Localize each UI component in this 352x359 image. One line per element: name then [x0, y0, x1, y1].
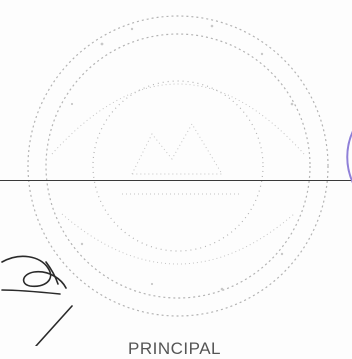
signature-rule-line: [0, 180, 352, 181]
stamp-arc: [346, 130, 352, 184]
seal-watermark: [27, 15, 329, 317]
signature: [1, 255, 73, 346]
designation-label: PRINCIPAL: [128, 339, 221, 358]
